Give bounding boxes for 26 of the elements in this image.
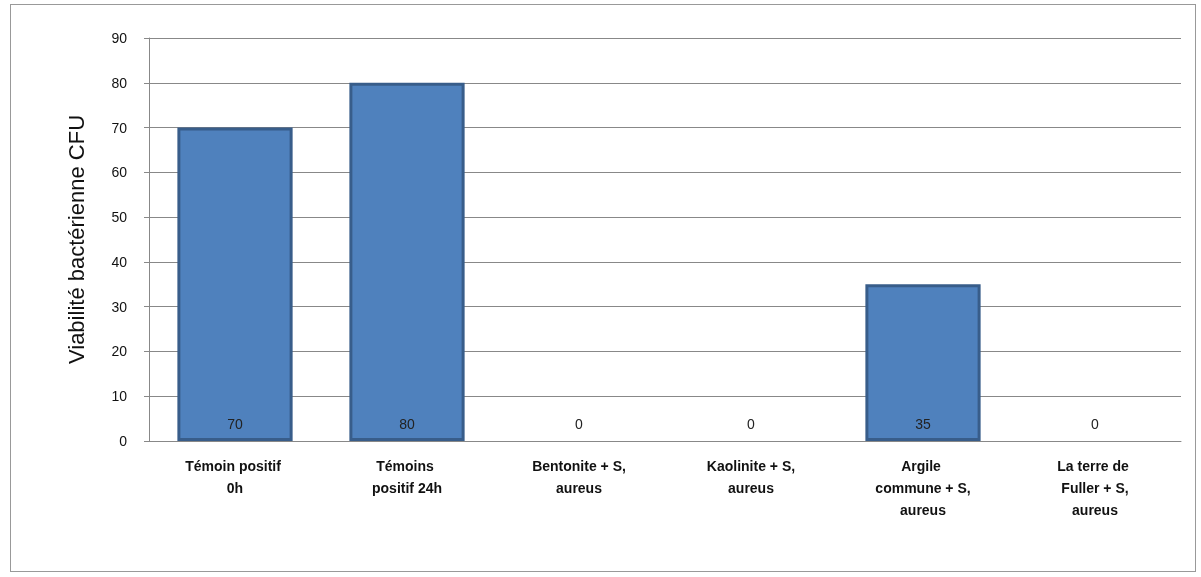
data-label: 80 <box>399 416 415 432</box>
y-tick-label: 30 <box>111 298 128 315</box>
y-axis-title: Viabilité bactérienne CFU <box>63 114 89 365</box>
data-label: 0 <box>575 416 584 432</box>
bar <box>865 284 981 441</box>
y-tick-label: 90 <box>111 30 128 46</box>
y-tick-label: 80 <box>111 74 128 91</box>
y-tick-label: 60 <box>111 164 128 181</box>
x-tick-label: Argile commune + S,aureus <box>875 458 971 518</box>
y-tick-label: 0 <box>119 433 128 449</box>
y-tick-label: 50 <box>111 209 128 226</box>
data-label: 0 <box>747 416 756 432</box>
bar <box>349 82 465 441</box>
data-label: 0 <box>1091 416 1100 432</box>
bar <box>177 127 293 441</box>
x-tick-label: Bentonite + S,aureus <box>532 458 626 496</box>
y-tick-label: 70 <box>111 119 128 136</box>
y-tick-label: 20 <box>111 343 128 360</box>
x-tick-label: La terre de Fuller + S,aureus <box>1057 458 1133 518</box>
x-tick-label: Témoin positif 0h <box>185 458 285 496</box>
data-label: 70 <box>227 416 243 432</box>
x-tick-label: Kaolinite + S,aureus <box>706 458 796 496</box>
y-tick-label: 10 <box>111 388 128 405</box>
x-tick-label: Témoins positif 24h <box>371 458 443 496</box>
y-tick-label: 40 <box>111 253 128 270</box>
data-label: 35 <box>915 416 931 432</box>
